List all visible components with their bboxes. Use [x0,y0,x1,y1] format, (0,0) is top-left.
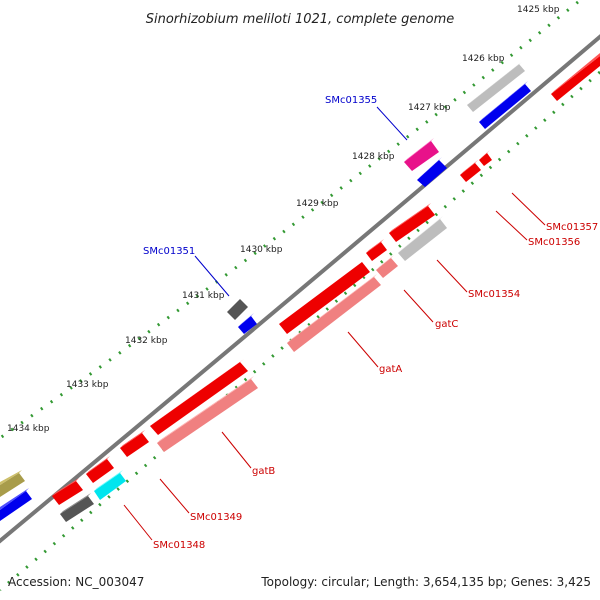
feature-gatc[interactable] [376,255,398,278]
leader-smc01349 [159,478,190,514]
leader-smc01348 [123,504,153,541]
genome-backbone [0,34,600,544]
feature-smc01349[interactable] [94,470,126,500]
tick-label-1429: 1429 kbp [296,199,339,209]
outer-tick-ring [0,0,579,440]
tick-label-1428: 1428 kbp [352,152,395,162]
leader-gatc [403,289,434,323]
label-smc01357[interactable]: SMc01357 [546,222,598,233]
label-smc01349[interactable]: SMc01349 [190,512,242,523]
feature-red-1429[interactable] [389,203,435,242]
leader-gatb [221,431,252,469]
feature-smc01357[interactable] [479,150,492,166]
tick-label-1434: 1434 kbp [7,424,50,434]
tick-label-1432: 1432 kbp [125,336,168,346]
map-title: Sinorhizobium meliloti 1021, complete ge… [146,12,455,27]
label-smc01356[interactable]: SMc01356 [528,237,580,248]
feature-red-1433[interactable] [120,430,149,457]
tick-label-1433: 1433 kbp [66,380,109,390]
feature-red-1432[interactable] [150,359,248,435]
feature-smc01356[interactable] [460,160,481,182]
feature-blue-1428[interactable] [417,157,447,187]
leader-smc01355 [376,106,408,141]
feature-smc01355[interactable] [404,138,439,171]
tick-label-1430: 1430 kbp [240,245,283,255]
genome-stats-text: Topology: circular; Length: 3,654,135 bp… [260,575,591,589]
label-smc01348[interactable]: SMc01348 [153,540,205,551]
tick-label-1425: 1425 kbp [517,5,560,15]
feature-smc01349-red[interactable] [86,456,114,483]
leader-smc01354 [436,259,468,293]
leader-smc01351 [194,255,230,297]
tick-label-1426: 1426 kbp [462,54,505,64]
feature-smc01348[interactable] [60,493,94,522]
inner-tick-ring [0,70,600,592]
feature-gata[interactable] [287,274,381,352]
feature-red-1425[interactable] [551,53,600,101]
feature-blue-1434[interactable] [0,488,32,521]
feature-blue-1426[interactable] [479,81,531,129]
tick-label-1431: 1431 kbp [182,291,225,301]
leader-smc01357 [511,192,546,226]
feature-gray-1426[interactable] [467,62,525,112]
label-gatc[interactable]: gatC [435,319,458,330]
feature-smc01351[interactable] [227,296,248,320]
feature-red-1434[interactable] [52,478,83,505]
label-gatb[interactable]: gatB [252,466,275,477]
leader-gata [347,331,379,368]
feature-gatb[interactable] [157,376,258,452]
label-smc01355[interactable]: SMc01355 [325,95,377,106]
leader-smc01356 [495,210,528,241]
feature-olive-1434[interactable] [0,470,25,497]
feature-blue-1431[interactable] [238,313,257,334]
tick-labels: 1425 kbp 1426 kbp 1427 kbp 1428 kbp 1429… [7,5,560,434]
accession-text: Accession: NC_003047 [8,575,144,589]
label-smc01351[interactable]: SMc01351 [143,246,195,257]
label-smc01354[interactable]: SMc01354 [468,289,520,300]
feature-gatc-red[interactable] [366,239,387,261]
feature-smc01354[interactable] [398,216,447,261]
feature-red-1430[interactable] [279,259,370,334]
tick-label-1427: 1427 kbp [408,103,451,113]
label-gata[interactable]: gatA [379,364,402,375]
